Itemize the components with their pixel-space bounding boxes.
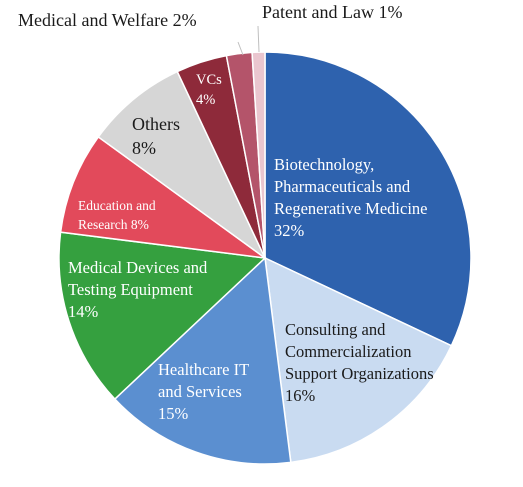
pie-slice-3 xyxy=(58,231,267,401)
slice-label-6: VCs 4% xyxy=(196,72,222,108)
pie-slice-1 xyxy=(264,256,453,464)
slice-label-0: Biotechnology, Pharmaceuticals and Regener… xyxy=(274,155,427,240)
leader-line-8 xyxy=(257,25,260,53)
slice-label-2: Healthcare IT and Services 15% xyxy=(158,360,249,423)
slice-label-5: Others 8% xyxy=(132,114,180,158)
slice-label-8: Patent and Law 1% xyxy=(262,2,402,22)
pie-slice-8 xyxy=(251,51,266,259)
pie-slice-4 xyxy=(59,135,266,259)
slice-label-3: Medical Devices and Testing Equipment 14% xyxy=(68,258,208,321)
leader-lines xyxy=(237,25,260,56)
slice-labels: Biotechnology, Pharmaceuticals and Regener… xyxy=(18,2,434,423)
slice-label-1: Consulting and Commercialization Support O… xyxy=(285,320,434,405)
leader-line-7 xyxy=(237,41,244,56)
pie-slice-0 xyxy=(264,51,472,347)
pie-slices xyxy=(58,51,472,465)
slice-label-7: Medical and Welfare 2% xyxy=(18,10,197,30)
pie-slice-2 xyxy=(113,256,292,465)
slice-label-4: Education and Research 8% xyxy=(78,198,156,232)
pie-slice-5 xyxy=(97,70,266,259)
